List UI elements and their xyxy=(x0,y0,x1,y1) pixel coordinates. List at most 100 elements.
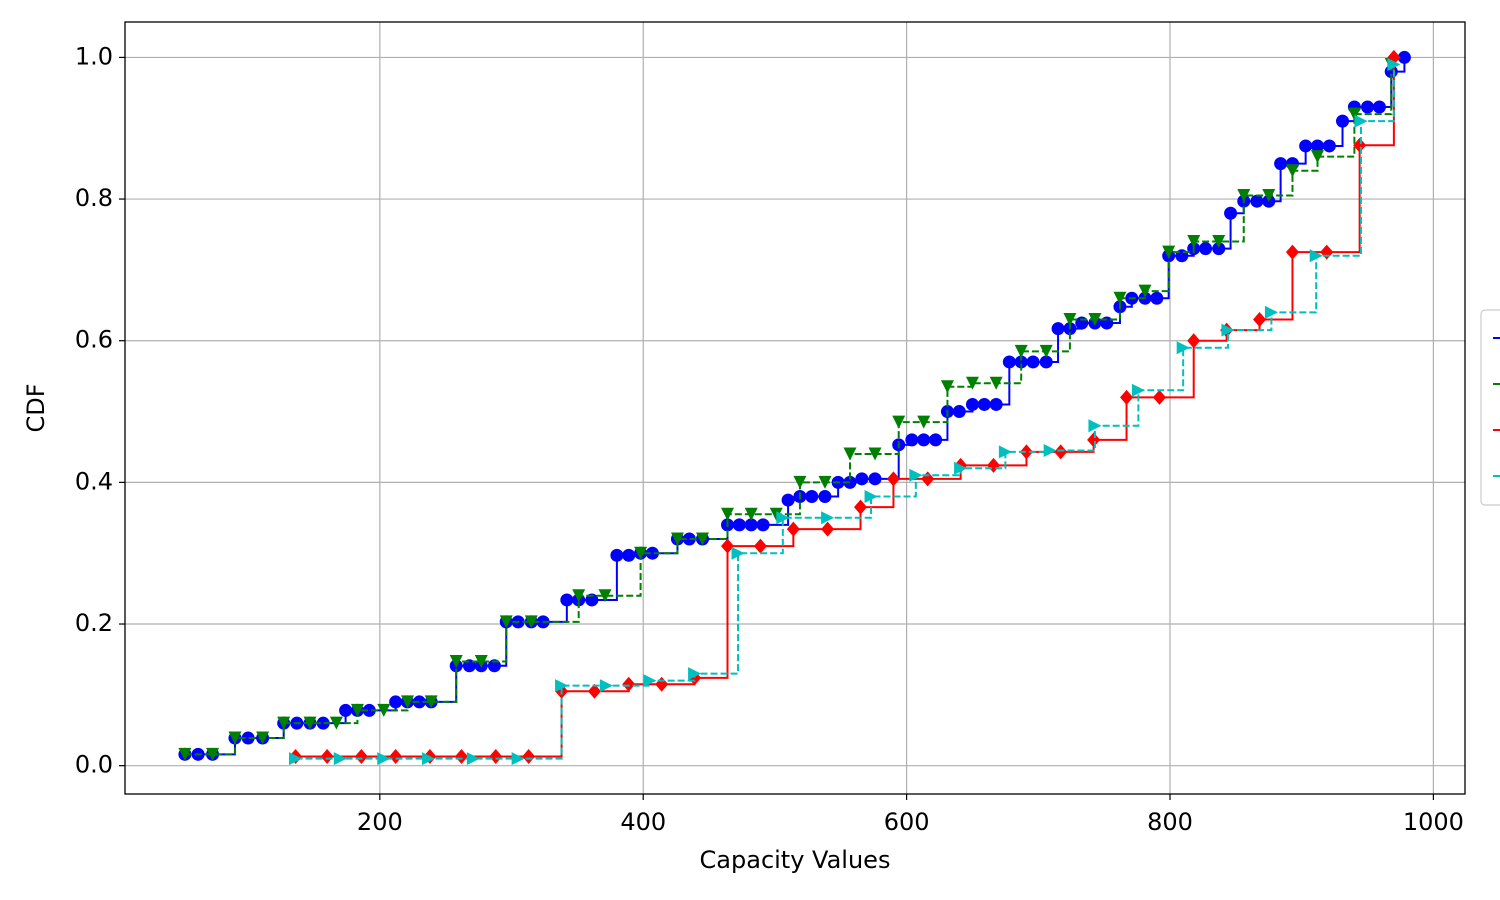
data-point xyxy=(1361,100,1375,114)
x-tick-label: 800 xyxy=(1147,808,1193,836)
data-point xyxy=(424,695,438,709)
data-point xyxy=(732,518,746,532)
data-point xyxy=(241,731,255,745)
data-point xyxy=(864,490,878,504)
data-point xyxy=(277,716,291,730)
data-point xyxy=(400,695,414,709)
data-point xyxy=(1187,235,1201,249)
data-point xyxy=(1320,244,1334,260)
data-point xyxy=(868,472,882,486)
data-point xyxy=(1138,284,1152,298)
data-point xyxy=(645,546,659,560)
data-point xyxy=(744,507,758,521)
data-point xyxy=(1336,114,1350,128)
data-point xyxy=(1054,444,1068,460)
data-point xyxy=(1311,139,1325,153)
data-point xyxy=(489,748,503,764)
data-point xyxy=(466,752,480,766)
data-point xyxy=(1212,235,1226,249)
plot-area xyxy=(178,49,1411,766)
data-point xyxy=(329,716,343,730)
data-point xyxy=(1039,355,1053,369)
data-point xyxy=(965,397,979,411)
data-point xyxy=(1285,244,1299,260)
data-point xyxy=(599,679,613,693)
data-point xyxy=(333,752,347,766)
data-point xyxy=(422,752,436,766)
data-point xyxy=(1063,312,1077,326)
data-point xyxy=(987,457,1001,473)
x-tick-label: 1000 xyxy=(1403,808,1464,836)
data-point xyxy=(350,703,364,717)
data-point xyxy=(998,445,1012,459)
data-point xyxy=(1250,194,1264,208)
y-tick-label: 0.0 xyxy=(75,751,113,779)
data-point xyxy=(1087,432,1101,448)
data-point xyxy=(721,507,735,521)
data-point xyxy=(522,748,536,764)
data-point xyxy=(1353,137,1367,153)
data-point xyxy=(499,615,513,629)
data-point xyxy=(1113,291,1127,305)
data-point xyxy=(389,748,403,764)
data-point xyxy=(909,468,923,482)
data-point xyxy=(1014,355,1028,369)
data-point xyxy=(917,415,931,429)
data-point xyxy=(855,472,869,486)
data-point xyxy=(1354,114,1368,128)
data-point xyxy=(389,695,403,709)
y-tick-label: 0.4 xyxy=(75,467,113,495)
x-tick-label: 600 xyxy=(884,808,930,836)
data-point xyxy=(843,447,857,461)
data-point xyxy=(228,731,242,745)
data-point xyxy=(1309,249,1323,263)
data-point xyxy=(1088,312,1102,326)
data-point xyxy=(805,490,819,504)
data-point xyxy=(744,518,758,532)
y-tick-label: 0.8 xyxy=(75,184,113,212)
data-point xyxy=(1039,344,1053,358)
data-point xyxy=(1237,189,1251,203)
data-point xyxy=(555,679,569,693)
data-point xyxy=(821,511,835,525)
data-point xyxy=(756,518,770,532)
data-point xyxy=(1026,355,1040,369)
step-line xyxy=(184,57,1406,756)
data-point xyxy=(1051,322,1065,336)
data-point xyxy=(786,521,800,537)
data-point xyxy=(560,593,574,607)
data-point xyxy=(1274,157,1288,171)
data-point xyxy=(843,475,857,489)
data-point xyxy=(449,655,463,669)
data-point xyxy=(524,615,538,629)
data-point xyxy=(776,511,790,525)
data-point xyxy=(905,433,919,447)
data-point xyxy=(769,507,783,521)
data-point xyxy=(1221,323,1235,337)
data-point xyxy=(1397,50,1411,64)
data-point xyxy=(206,747,220,761)
data-point xyxy=(1212,242,1226,256)
data-point xyxy=(854,499,868,515)
data-point xyxy=(892,415,906,429)
data-point xyxy=(1002,355,1016,369)
data-point xyxy=(1322,139,1336,153)
data-point xyxy=(989,397,1003,411)
data-point xyxy=(289,752,303,766)
data-point xyxy=(1162,245,1176,259)
data-point xyxy=(954,461,968,475)
data-point xyxy=(1262,189,1276,203)
data-point xyxy=(721,538,735,554)
data-point xyxy=(354,748,368,764)
data-point xyxy=(454,748,468,764)
data-point xyxy=(1387,57,1401,71)
x-tick-label: 200 xyxy=(357,808,403,836)
data-point xyxy=(256,731,270,745)
data-point xyxy=(598,589,612,603)
data-point xyxy=(977,397,991,411)
data-point xyxy=(1175,249,1189,263)
x-axis-label: Capacity Values xyxy=(700,846,891,874)
data-point xyxy=(377,752,391,766)
data-point xyxy=(1372,100,1386,114)
